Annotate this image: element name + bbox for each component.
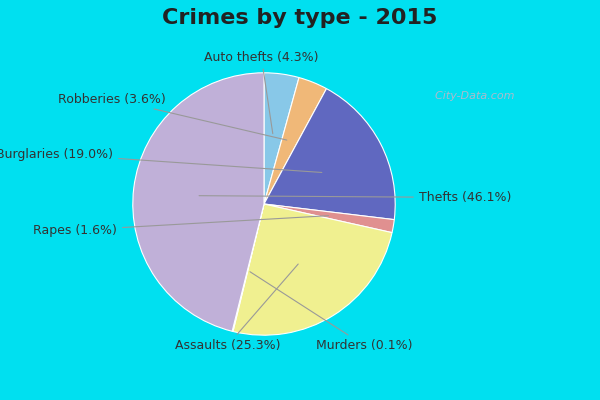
- Wedge shape: [232, 204, 264, 332]
- Wedge shape: [133, 73, 264, 331]
- Wedge shape: [264, 78, 326, 204]
- Text: Crimes by type - 2015: Crimes by type - 2015: [163, 8, 437, 28]
- Text: Rapes (1.6%): Rapes (1.6%): [33, 216, 328, 237]
- Text: Murders (0.1%): Murders (0.1%): [250, 272, 413, 352]
- Text: Auto thefts (4.3%): Auto thefts (4.3%): [204, 50, 319, 134]
- Text: City-Data.com: City-Data.com: [428, 92, 515, 102]
- Wedge shape: [264, 89, 395, 220]
- Text: Thefts (46.1%): Thefts (46.1%): [199, 191, 511, 204]
- Text: Burglaries (19.0%): Burglaries (19.0%): [0, 148, 322, 172]
- Text: Robberies (3.6%): Robberies (3.6%): [58, 92, 287, 140]
- Wedge shape: [264, 73, 299, 204]
- Wedge shape: [233, 204, 392, 335]
- Wedge shape: [264, 204, 394, 233]
- Text: Assaults (25.3%): Assaults (25.3%): [175, 264, 298, 352]
